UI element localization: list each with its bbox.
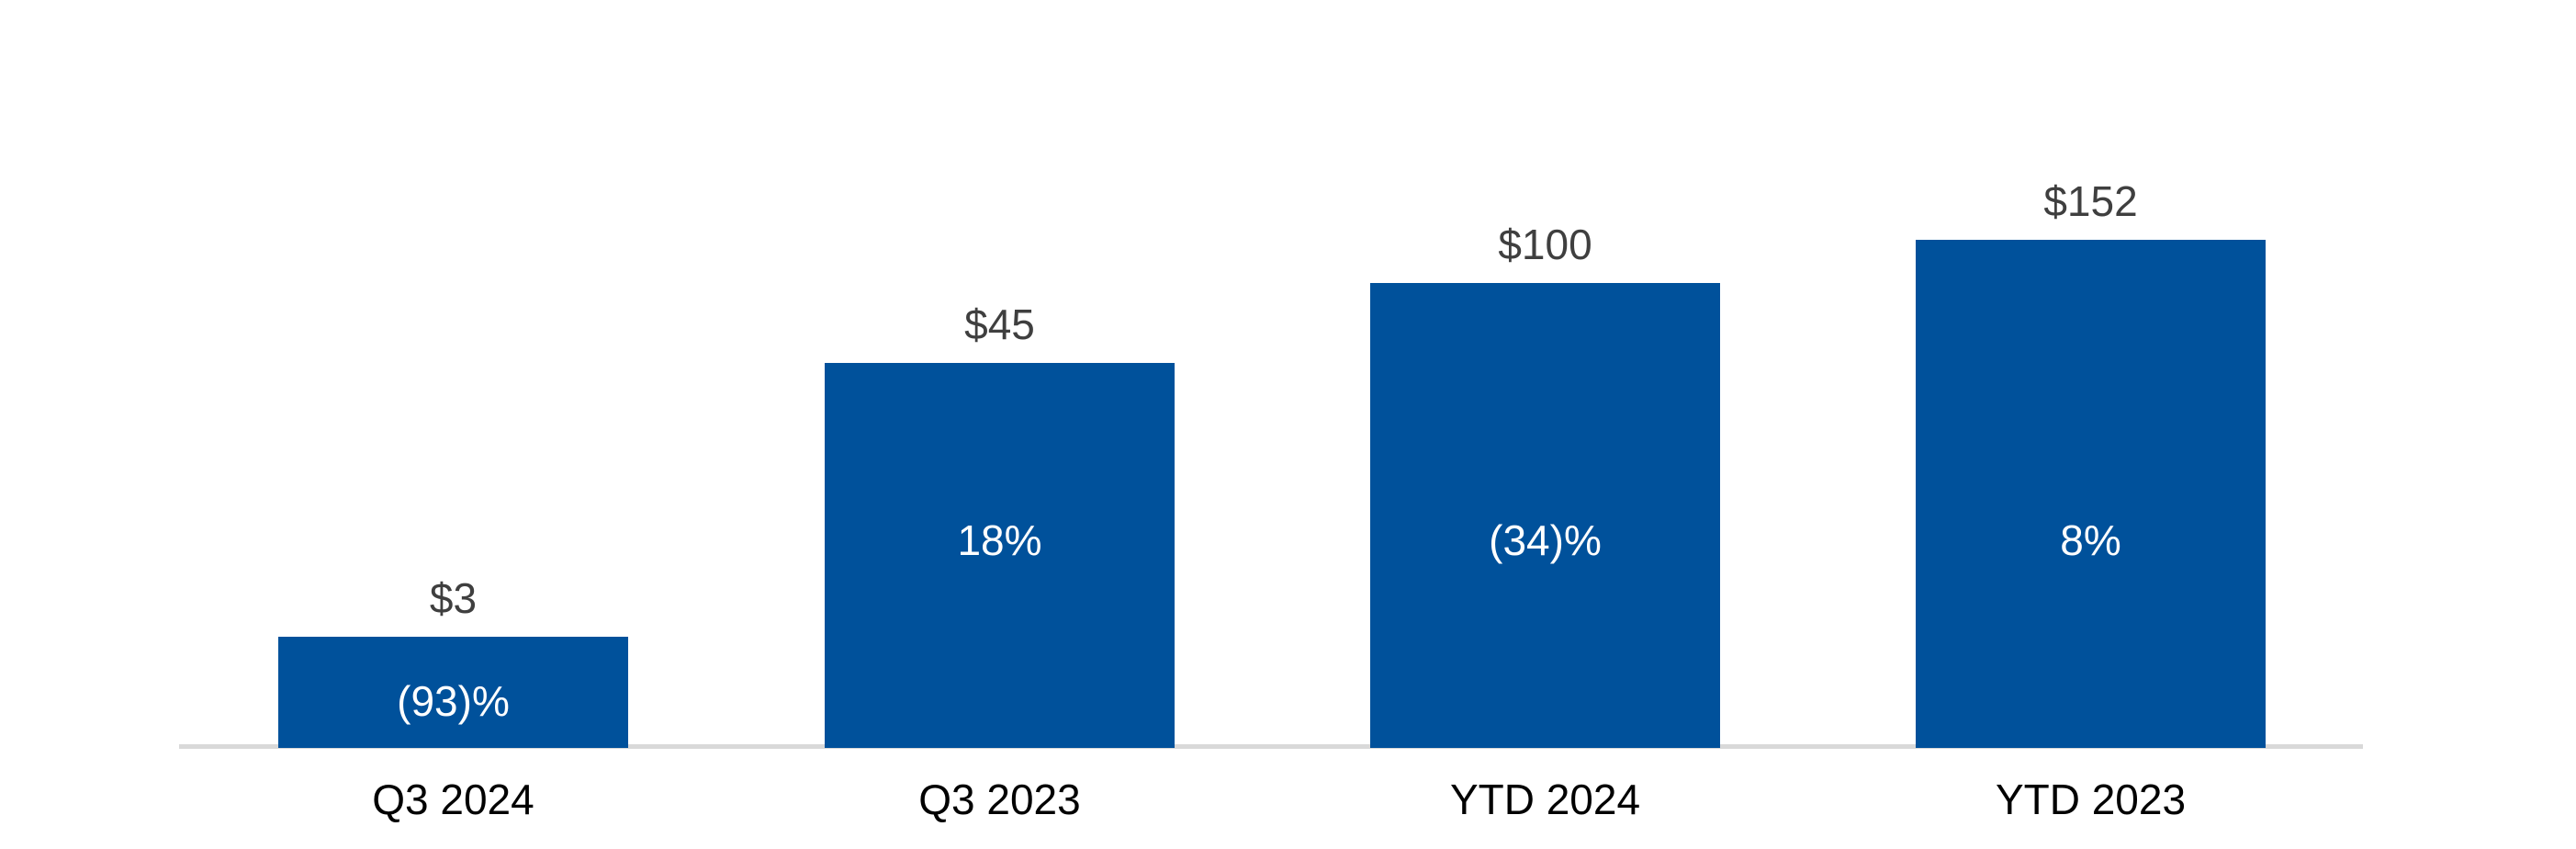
value-label-q3-2024: $3 [429,574,478,622]
category-label-ytd-2023: YTD 2023 [1995,775,2187,823]
bar-ytd-2024 [1370,283,1720,748]
category-label-q3-2023: Q3 2023 [918,775,1081,823]
bar-group-q3-2023: $45 18% Q3 2023 [825,0,1175,849]
bar-group-ytd-2023: $152 8% YTD 2023 [1916,0,2266,849]
value-label-ytd-2023: $152 [2043,177,2138,225]
category-label-ytd-2024: YTD 2024 [1449,775,1641,823]
pct-change-label-q3-2023: 18% [957,516,1042,564]
category-label-q3-2024: Q3 2024 [372,775,534,823]
bar-ytd-2023 [1916,240,2266,748]
value-label-q3-2023: $45 [964,300,1035,348]
bar-group-q3-2024: $3 (93)% Q3 2024 [278,0,628,849]
value-label-ytd-2024: $100 [1498,221,1592,268]
bar-q3-2023 [825,363,1175,748]
pct-change-label-ytd-2024: (34)% [1489,516,1602,564]
pct-change-label-ytd-2023: 8% [2060,516,2121,564]
pct-change-label-q3-2024: (93)% [397,677,510,725]
x-axis-line [179,744,2363,749]
bar-q3-2024 [278,637,628,748]
bar-group-ytd-2024: $100 (34)% YTD 2024 [1370,0,1720,849]
